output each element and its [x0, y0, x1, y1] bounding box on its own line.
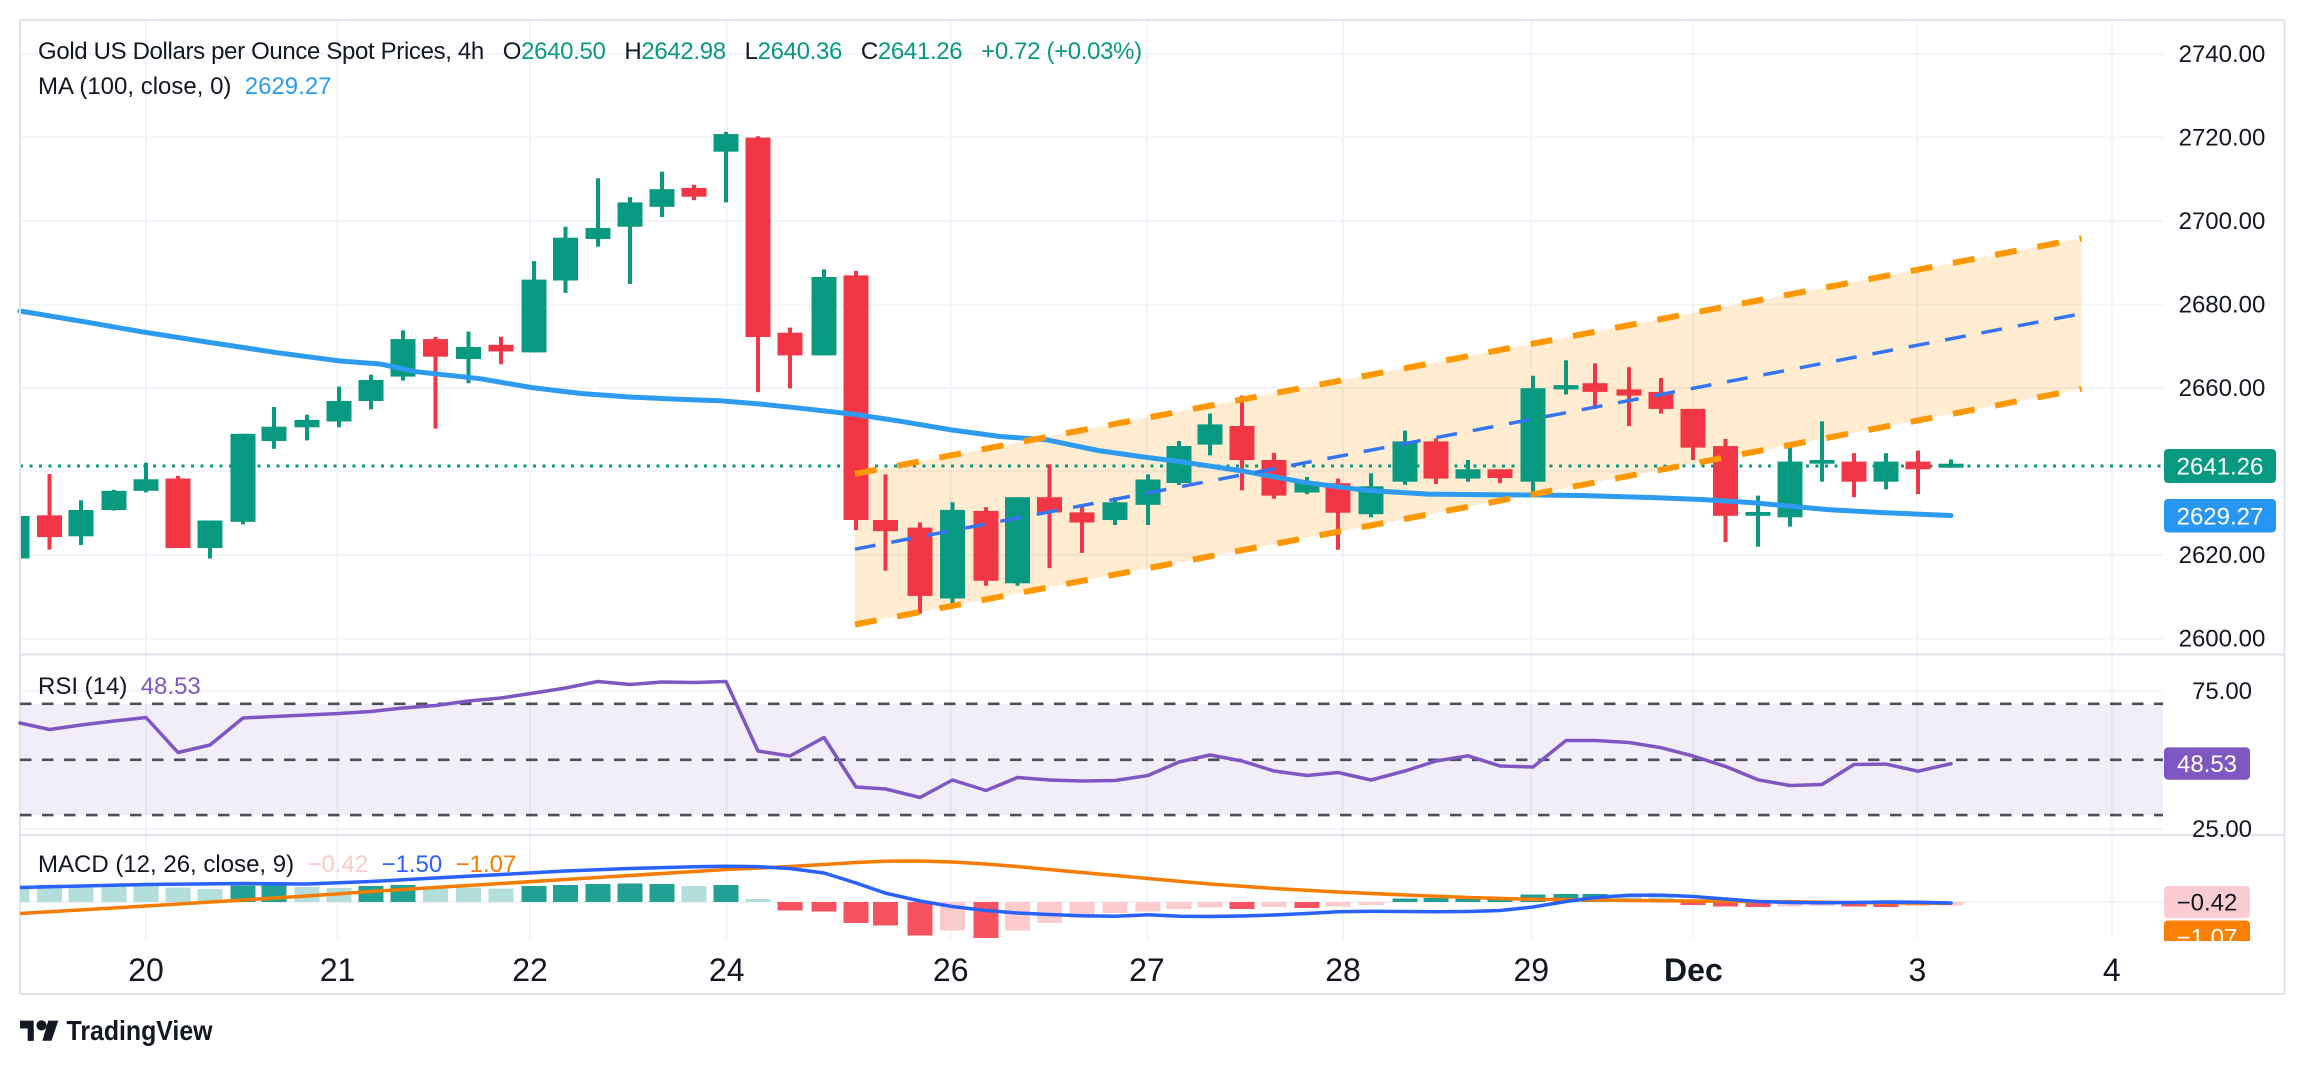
svg-text:MACD (12, 26, close, 9) −0.42: MACD (12, 26, close, 9) −0.42 −1.50 −1.0…	[38, 851, 516, 878]
svg-text:Dec: Dec	[1664, 952, 1723, 988]
svg-text:3: 3	[1909, 952, 1927, 988]
svg-text:4: 4	[2103, 952, 2121, 988]
svg-text:27: 27	[1129, 952, 1165, 988]
svg-text:2620.00: 2620.00	[2179, 542, 2266, 569]
svg-text:2660.00: 2660.00	[2179, 375, 2266, 402]
svg-text:Gold US Dollars per Ounce Spot: Gold US Dollars per Ounce Spot Prices, 4…	[38, 38, 1142, 65]
svg-text:2600.00: 2600.00	[2179, 626, 2266, 653]
svg-text:29: 29	[1514, 952, 1550, 988]
svg-text:2740.00: 2740.00	[2179, 41, 2266, 68]
svg-text:2680.00: 2680.00	[2179, 292, 2266, 319]
svg-text:48.53: 48.53	[2177, 751, 2237, 778]
svg-text:25.00: 25.00	[2192, 816, 2252, 843]
svg-text:−1.07: −1.07	[2177, 924, 2238, 951]
svg-text:26: 26	[933, 952, 969, 988]
svg-text:MA (100, close, 0) 2629.27: MA (100, close, 0) 2629.27	[38, 73, 332, 100]
svg-text:2700.00: 2700.00	[2179, 208, 2266, 235]
svg-text:22: 22	[512, 952, 548, 988]
svg-text:2641.26: 2641.26	[2177, 454, 2264, 481]
svg-text:28: 28	[1325, 952, 1361, 988]
svg-text:RSI (14) 48.53: RSI (14) 48.53	[38, 673, 201, 700]
svg-text:24: 24	[709, 952, 745, 988]
svg-text:75.00: 75.00	[2192, 678, 2252, 705]
svg-text:2720.00: 2720.00	[2179, 125, 2266, 152]
svg-text:20: 20	[128, 952, 164, 988]
svg-text:2629.27: 2629.27	[2177, 503, 2264, 530]
svg-text:−0.42: −0.42	[2177, 890, 2238, 917]
svg-text:TradingView: TradingView	[67, 1015, 214, 1046]
svg-text:21: 21	[320, 952, 356, 988]
